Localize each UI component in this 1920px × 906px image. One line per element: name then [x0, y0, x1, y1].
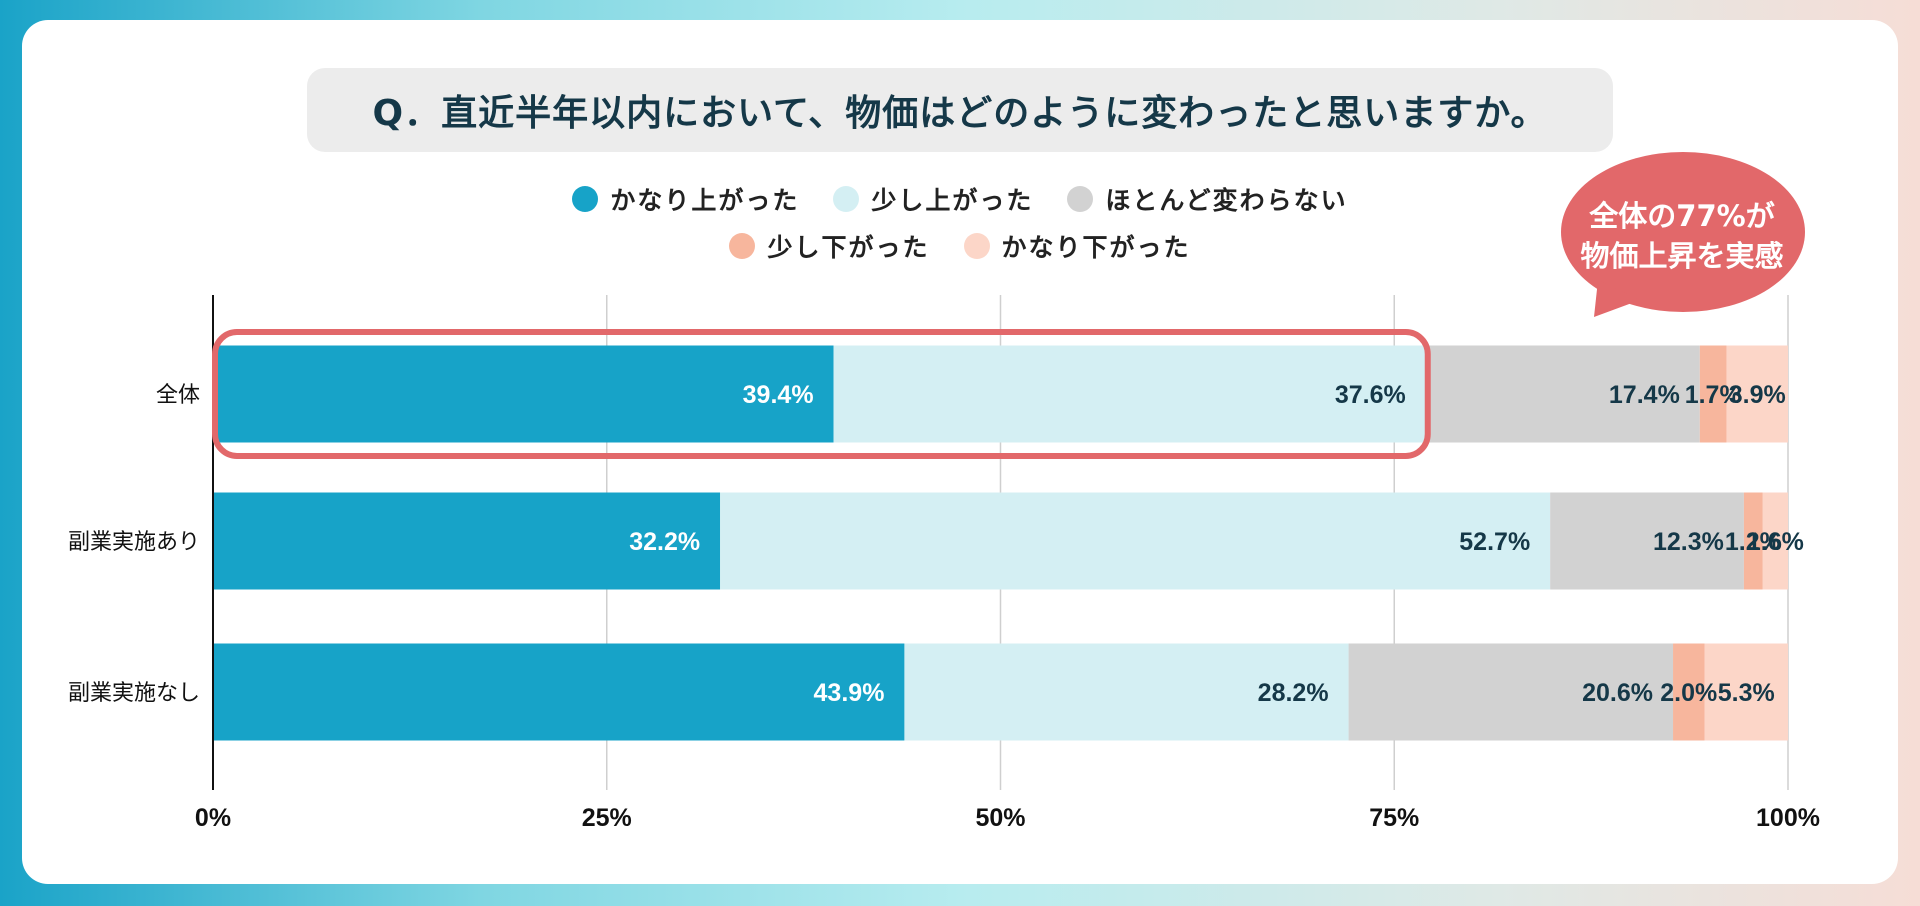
- x-tick-label-25: 25%: [582, 804, 632, 832]
- category-label-1: 副業実施あり: [68, 530, 200, 555]
- category-label-2: 副業実施なし: [68, 681, 200, 706]
- data-label-1-2: 12.3%: [1653, 528, 1724, 556]
- x-tick-label-50: 50%: [975, 804, 1025, 832]
- legend-item-slight-fall: 少し下がった: [729, 228, 929, 264]
- callout-line-2: 物価上昇を実感: [1580, 239, 1784, 273]
- data-label-1-4: 1.6%: [1747, 528, 1804, 556]
- data-label-0-2: 17.4%: [1609, 381, 1680, 409]
- bar-segment-0-3: [1699, 345, 1727, 443]
- legend-item-slight-rise: 少し上がった: [833, 181, 1033, 217]
- bar-segment-2-0: [213, 643, 905, 741]
- data-label-0-3: 1.7%: [1685, 381, 1742, 409]
- data-label-0-0: 39.4%: [743, 381, 814, 409]
- bar-segment-0-4: [1726, 345, 1788, 443]
- data-label-1-3: 1.2%: [1725, 528, 1782, 556]
- data-label-2-1: 28.2%: [1258, 679, 1329, 707]
- callout-bubble: [1561, 152, 1805, 317]
- legend-swatch-strong-rise: [572, 186, 599, 212]
- bar-segment-2-1: [904, 643, 1349, 741]
- legend-item-strong-rise: かなり上がった: [572, 181, 799, 217]
- data-label-2-3: 2.0%: [1660, 679, 1717, 707]
- category-label-0: 全体: [156, 383, 200, 408]
- bar-segment-0-1: [833, 345, 1426, 443]
- legend-swatch-slight-fall: [729, 233, 756, 259]
- x-tick-label-0: 0%: [195, 804, 231, 832]
- legend-item-strong-fall: かなり下がった: [963, 228, 1191, 264]
- data-label-0-1: 37.6%: [1335, 381, 1406, 409]
- data-label-2-4: 5.3%: [1718, 679, 1775, 707]
- legend-label-slight-rise: 少し上がった: [871, 186, 1034, 215]
- bar-segment-0-0: [213, 345, 834, 443]
- data-label-0-4: 3.9%: [1729, 381, 1786, 409]
- bar-segment-2-3: [1673, 643, 1705, 741]
- legend-swatch-no-change: [1067, 186, 1094, 212]
- data-label-1-1: 52.7%: [1459, 528, 1530, 556]
- x-tick-label-100: 100%: [1756, 804, 1820, 832]
- legend-row-2: 少し下がった かなり下がった: [0, 228, 1920, 264]
- data-label-1-0: 32.2%: [629, 528, 700, 556]
- legend-label-no-change: ほとんど変わらない: [1105, 186, 1348, 215]
- bar-segment-1-2: [1550, 492, 1744, 590]
- bar-segment-1-0: [213, 492, 721, 590]
- highlight-box: [212, 329, 1431, 459]
- callout-text: 全体の77%が 物価上昇を実感: [1567, 196, 1797, 276]
- legend-label-strong-fall: かなり下がった: [1001, 233, 1191, 262]
- bar-segment-2-2: [1348, 643, 1674, 741]
- legend-swatch-slight-rise: [833, 186, 860, 212]
- callout-bubble-tail: [1594, 280, 1640, 317]
- x-tick-label-75: 75%: [1369, 804, 1419, 832]
- bar-segment-1-3: [1743, 492, 1763, 590]
- bar-segment-1-1: [720, 492, 1551, 590]
- legend-label-slight-fall: 少し下がった: [767, 233, 930, 262]
- question-title: Q．直近半年以内において、物価はどのように変わったと思いますか。: [307, 68, 1613, 152]
- legend-label-strong-rise: かなり上がった: [610, 186, 800, 215]
- legend-item-no-change: ほとんど変わらない: [1067, 181, 1347, 217]
- data-label-2-2: 20.6%: [1582, 679, 1653, 707]
- bar-segment-2-4: [1704, 643, 1788, 741]
- bar-segment-0-2: [1425, 345, 1700, 443]
- bar-segment-1-4: [1762, 492, 1788, 590]
- callout-line-1: 全体の77%が: [1589, 199, 1775, 233]
- callout-bubble-body: [1561, 152, 1805, 312]
- legend-swatch-strong-fall: [963, 233, 990, 259]
- data-label-2-0: 43.9%: [814, 679, 885, 707]
- legend-row-1: かなり上がった 少し上がった ほとんど変わらない: [0, 181, 1920, 217]
